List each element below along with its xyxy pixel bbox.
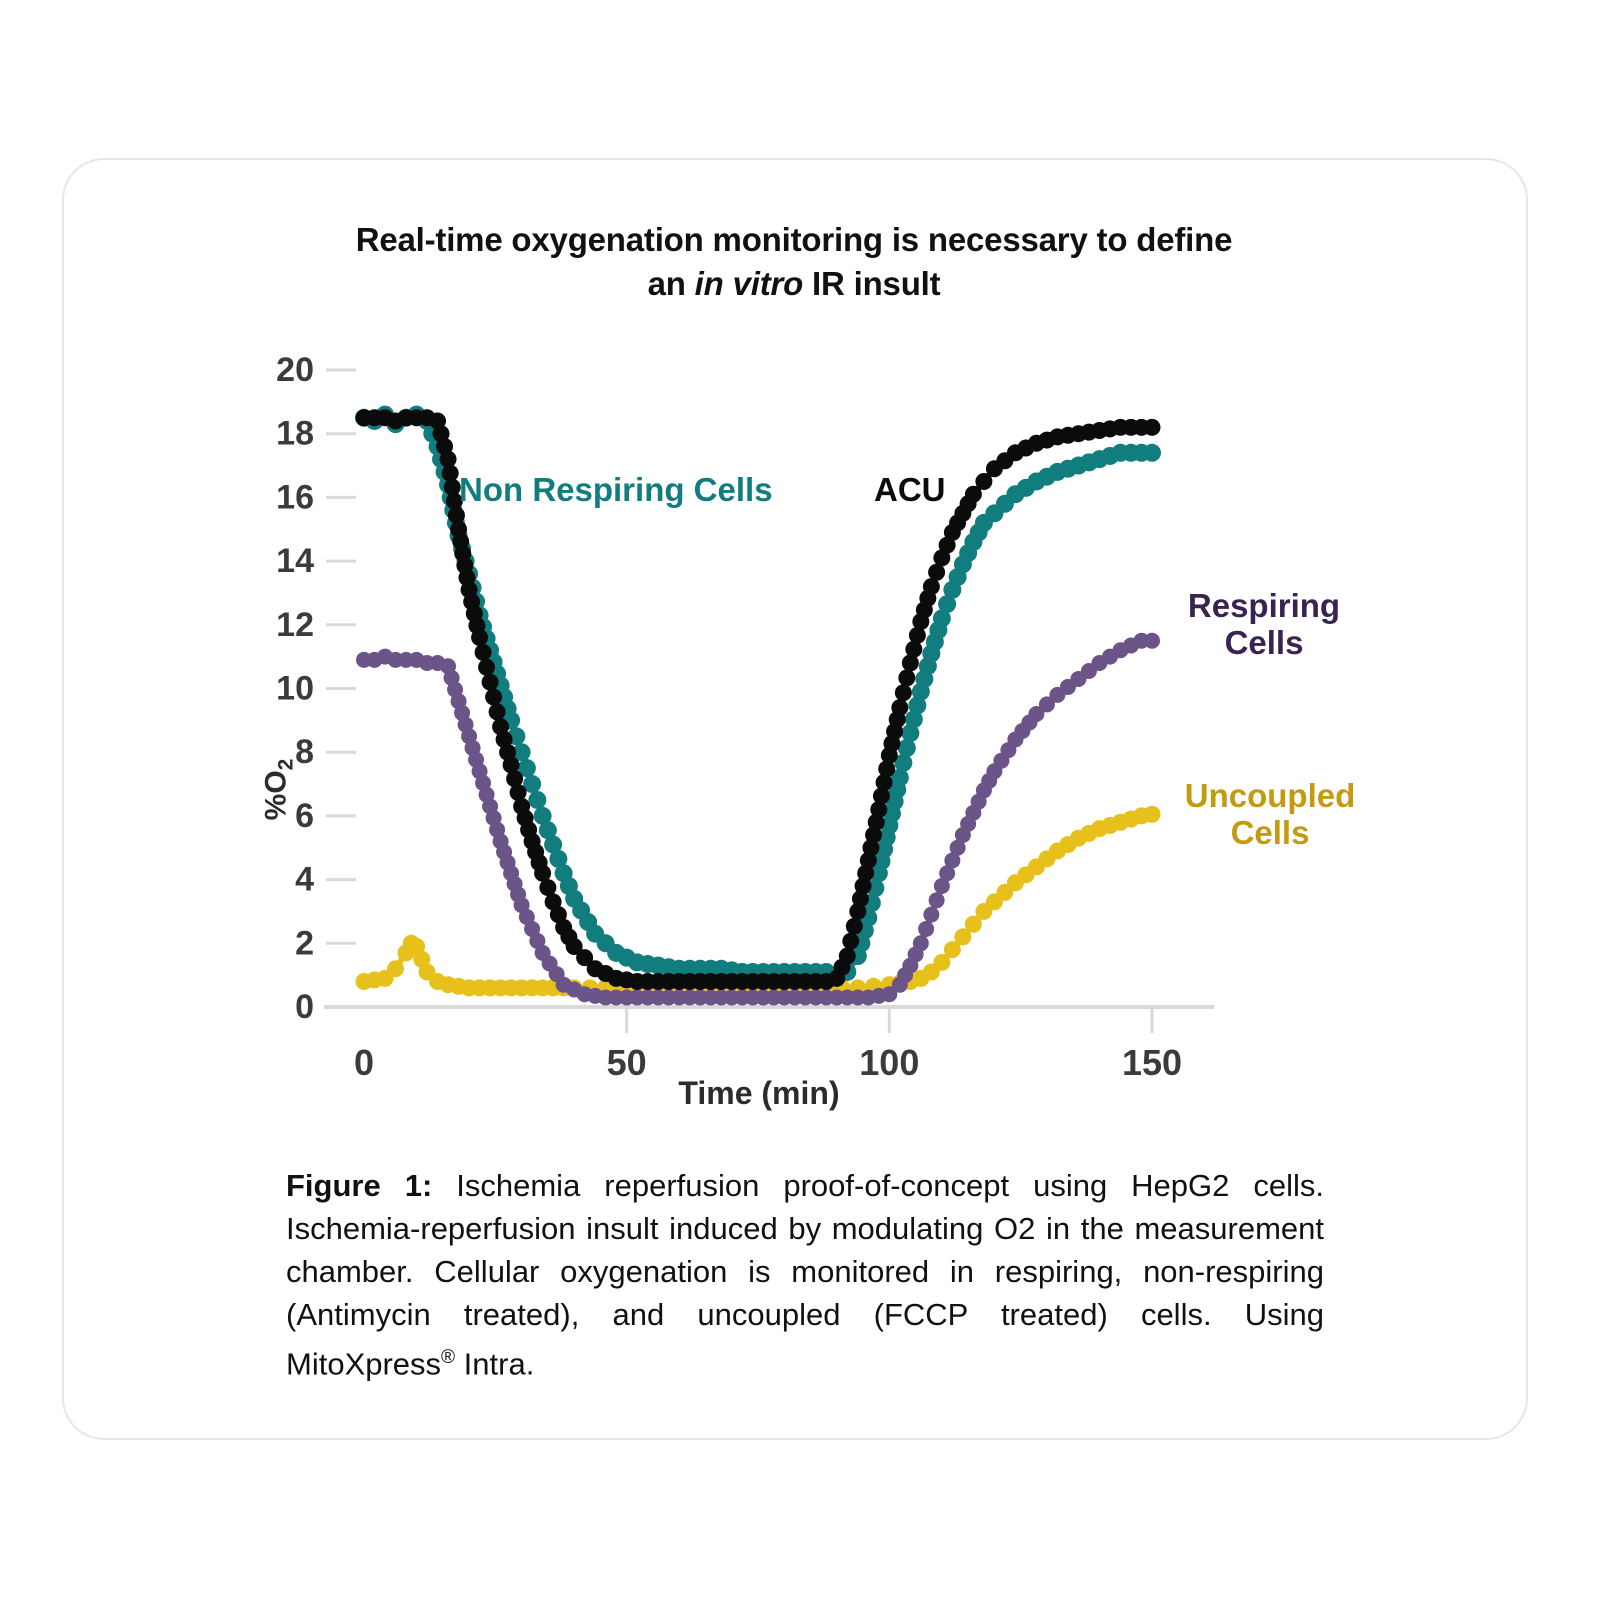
annotation-respiring-line2: Cells bbox=[1224, 623, 1304, 661]
y-axis-title-text: %O bbox=[259, 770, 293, 821]
svg-text:6: 6 bbox=[295, 797, 314, 835]
chart-title-line2: an in vitro IR insult bbox=[244, 262, 1344, 306]
figure-caption-text: Ischemia reperfusion proof-of-concept us… bbox=[286, 1168, 1324, 1382]
svg-text:14: 14 bbox=[276, 542, 314, 580]
series-respiring-cells bbox=[356, 632, 1160, 1006]
svg-text:4: 4 bbox=[295, 861, 314, 899]
annotation-uncoupled-line2: Cells bbox=[1230, 813, 1310, 851]
svg-text:50: 50 bbox=[607, 1042, 647, 1083]
chart-title-line2-italic: in vitro bbox=[694, 265, 804, 302]
series-acu bbox=[355, 409, 1161, 991]
svg-text:0: 0 bbox=[354, 1042, 374, 1083]
y-axis-title: %O2 bbox=[260, 730, 299, 850]
plot-region: 0 2 4 6 8 10 12 14 16 18 20 0 50 100 150 bbox=[64, 160, 1530, 1442]
annotation-respiring-cells: Respiring Cells bbox=[1164, 587, 1364, 662]
chart-title-line2-post: IR insult bbox=[803, 265, 941, 302]
annotation-non-respiring-cells: Non Respiring Cells bbox=[459, 471, 773, 508]
x-axis-title: Time (min) bbox=[678, 1075, 840, 1111]
figure-caption-text-end: Intra. bbox=[455, 1346, 535, 1382]
svg-text:8: 8 bbox=[295, 733, 314, 771]
annotation-respiring-line1: Respiring bbox=[1187, 587, 1341, 624]
annotation-uncoupled-line1: Uncoupled bbox=[1184, 777, 1356, 814]
svg-text:16: 16 bbox=[276, 478, 314, 516]
svg-text:12: 12 bbox=[276, 606, 314, 644]
svg-text:10: 10 bbox=[276, 670, 314, 708]
svg-text:0: 0 bbox=[295, 988, 314, 1026]
chart-title: Real-time oxygenation monitoring is nece… bbox=[244, 218, 1344, 306]
annotation-acu: ACU bbox=[874, 471, 946, 508]
y-axis-title-sub: 2 bbox=[274, 758, 298, 771]
annotation-uncoupled-cells: Uncoupled Cells bbox=[1150, 777, 1390, 852]
chart-title-line2-pre: an bbox=[647, 265, 695, 302]
figure-caption-registered: ® bbox=[441, 1347, 456, 1368]
svg-text:18: 18 bbox=[276, 415, 314, 453]
svg-text:100: 100 bbox=[859, 1042, 919, 1083]
svg-text:2: 2 bbox=[295, 924, 314, 962]
oxygenation-scatter-chart: 0 2 4 6 8 10 12 14 16 18 20 0 50 100 150 bbox=[276, 351, 1214, 1083]
svg-text:150: 150 bbox=[1122, 1042, 1182, 1083]
chart-title-line1: Real-time oxygenation monitoring is nece… bbox=[355, 221, 1233, 258]
figure-caption-label: Figure 1: bbox=[286, 1168, 433, 1203]
svg-text:20: 20 bbox=[276, 351, 314, 389]
figure-card: Real-time oxygenation monitoring is nece… bbox=[62, 158, 1528, 1440]
figure-caption: Figure 1: Ischemia reperfusion proof-of-… bbox=[286, 1164, 1324, 1385]
